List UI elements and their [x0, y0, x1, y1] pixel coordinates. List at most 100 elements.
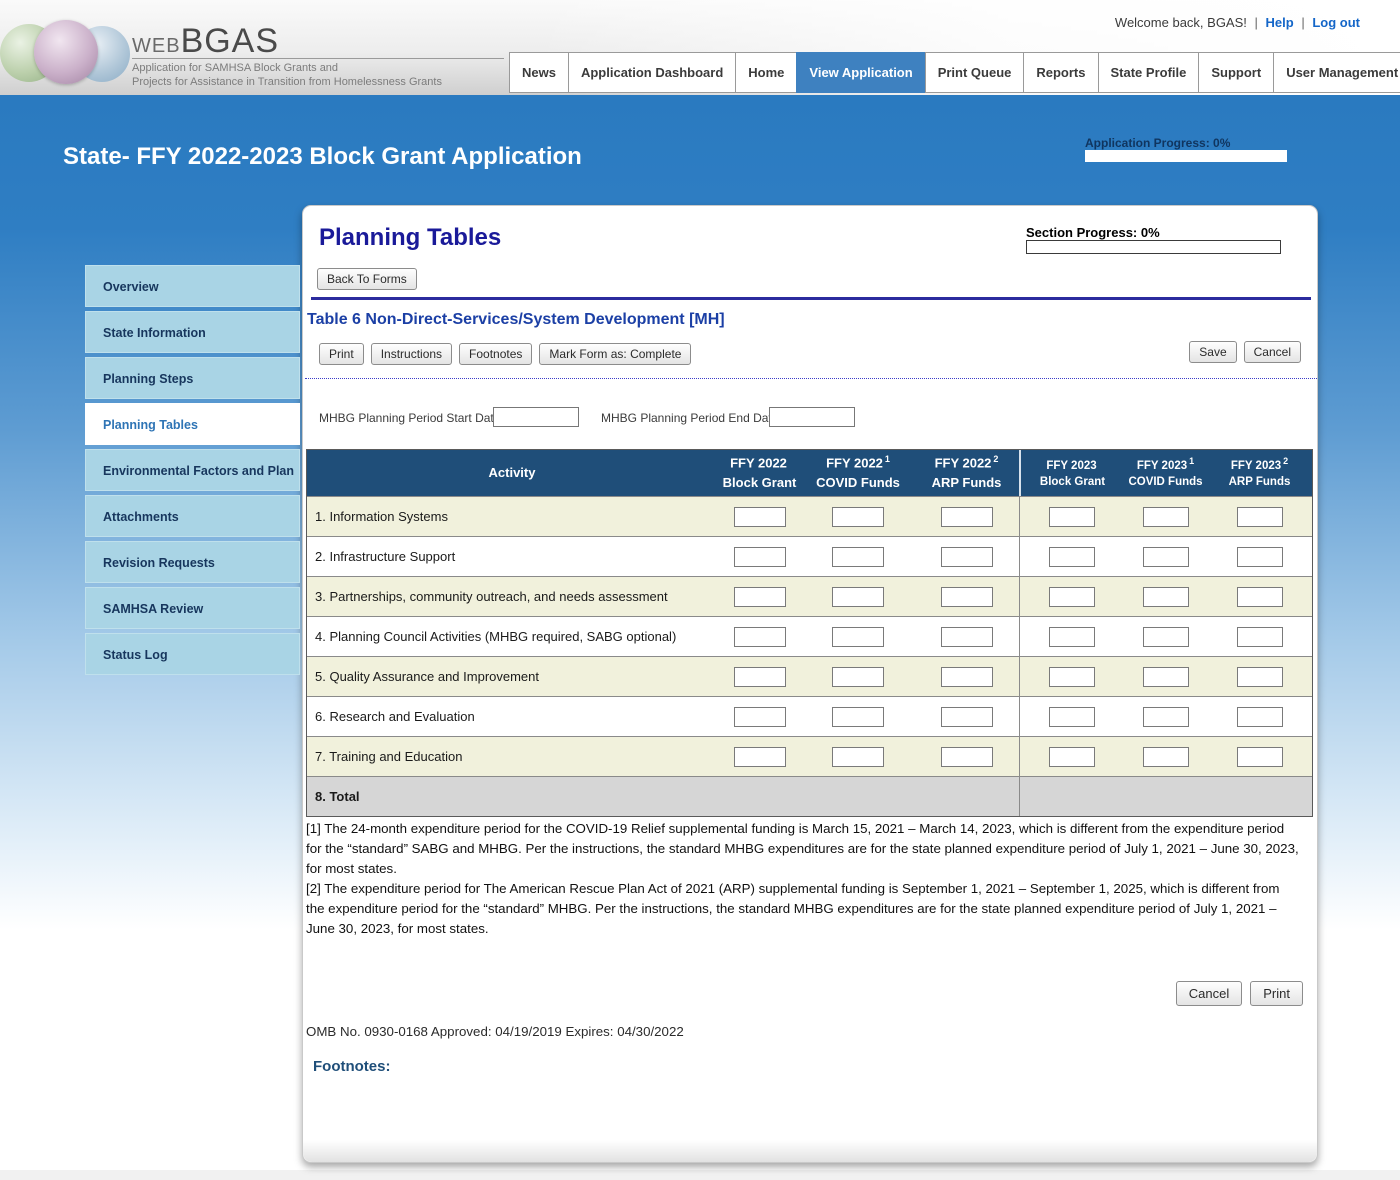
- amount-input[interactable]: [1236, 746, 1283, 767]
- amount-input[interactable]: [733, 546, 786, 567]
- footnotes-button[interactable]: Footnotes: [459, 343, 533, 365]
- amount-input[interactable]: [832, 706, 884, 727]
- amount-input[interactable]: [1142, 626, 1189, 647]
- sidebar-item-overview[interactable]: Overview: [85, 265, 300, 307]
- amount-input[interactable]: [1049, 586, 1095, 607]
- bottom-strip: [0, 1170, 1400, 1180]
- period-end-input[interactable]: [769, 407, 855, 427]
- top-banner: WEBBGAS Application for SAMHSA Block Gra…: [0, 0, 1400, 95]
- footnote-2: [2] The expenditure period for The Ameri…: [306, 881, 1280, 937]
- sidebar-item-state-information[interactable]: State Information: [85, 311, 300, 353]
- total-label: 8. Total: [315, 789, 360, 804]
- sidebar-item-planning-tables[interactable]: Planning Tables: [85, 403, 300, 445]
- amount-input[interactable]: [733, 586, 786, 607]
- nav-item-state-profile[interactable]: State Profile: [1097, 52, 1200, 93]
- logout-link[interactable]: Log out: [1312, 15, 1360, 30]
- save-button[interactable]: Save: [1189, 341, 1237, 363]
- table-row: 2. Infrastructure Support: [307, 536, 1312, 576]
- amount-input[interactable]: [733, 666, 786, 687]
- sidebar-item-status-log[interactable]: Status Log: [85, 633, 300, 675]
- application-progress-bar: [1085, 150, 1287, 162]
- amount-input[interactable]: [940, 746, 993, 767]
- welcome-bar: Welcome back, BGAS! | Help | Log out: [1115, 15, 1360, 30]
- amount-input[interactable]: [1049, 666, 1095, 687]
- amount-input[interactable]: [832, 666, 884, 687]
- sidebar-item-samhsa-review[interactable]: SAMHSA Review: [85, 587, 300, 629]
- logo-tagline-1: Application for SAMHSA Block Grants and: [132, 62, 339, 74]
- amount-input[interactable]: [940, 666, 993, 687]
- bottom-button-row: Cancel Print: [1175, 981, 1303, 1006]
- column-header-ffy2023-covid-funds: FFY 2023 1 COVID Funds: [1128, 455, 1203, 489]
- sidebar-item-planning-steps[interactable]: Planning Steps: [85, 357, 300, 399]
- amount-input[interactable]: [733, 746, 786, 767]
- amount-input[interactable]: [832, 546, 884, 567]
- amount-input[interactable]: [832, 626, 884, 647]
- table-row: 7. Training and Education: [307, 736, 1312, 776]
- amount-input[interactable]: [1142, 546, 1189, 567]
- amount-input[interactable]: [832, 586, 884, 607]
- column-header-ffy2022-arp-funds: FFY 2022 2 ARP Funds: [931, 454, 1002, 490]
- sidebar-item-environmental-factors[interactable]: Environmental Factors and Plan: [85, 449, 300, 491]
- amount-input[interactable]: [1049, 706, 1095, 727]
- amount-input[interactable]: [940, 626, 993, 647]
- planning-period-row: MHBG Planning Period Start Date: MHBG Pl…: [303, 406, 1319, 430]
- nav-item-print-queue[interactable]: Print Queue: [924, 52, 1025, 93]
- amount-input[interactable]: [1142, 506, 1189, 527]
- mark-complete-button[interactable]: Mark Form as: Complete: [539, 343, 692, 365]
- amount-input[interactable]: [1142, 706, 1189, 727]
- nav-item-news[interactable]: News: [509, 52, 569, 93]
- main-navigation: News Application Dashboard Home View App…: [509, 52, 1400, 93]
- amount-input[interactable]: [1049, 506, 1095, 527]
- bottom-cancel-button[interactable]: Cancel: [1175, 981, 1243, 1006]
- activity-label: 1. Information Systems: [315, 509, 448, 524]
- help-link[interactable]: Help: [1265, 15, 1294, 30]
- nav-item-reports[interactable]: Reports: [1023, 52, 1099, 93]
- print-button[interactable]: Print: [319, 343, 364, 365]
- amount-input[interactable]: [733, 506, 786, 527]
- sidebar-item-revision-requests[interactable]: Revision Requests: [85, 541, 300, 583]
- cancel-button[interactable]: Cancel: [1243, 341, 1301, 363]
- amount-input[interactable]: [940, 506, 993, 527]
- bottom-print-button[interactable]: Print: [1250, 981, 1303, 1006]
- amount-input[interactable]: [733, 626, 786, 647]
- nav-item-user-management[interactable]: User Management: [1273, 52, 1400, 93]
- nav-item-home[interactable]: Home: [735, 52, 798, 93]
- period-end-label: MHBG Planning Period End Date:: [601, 411, 782, 425]
- period-start-input[interactable]: [493, 407, 579, 427]
- nav-item-support[interactable]: Support: [1198, 52, 1275, 93]
- nav-item-view-application[interactable]: View Application: [796, 52, 926, 93]
- amount-input[interactable]: [1236, 666, 1283, 687]
- amount-input[interactable]: [1049, 746, 1095, 767]
- amount-input[interactable]: [1236, 706, 1283, 727]
- amount-input[interactable]: [1142, 746, 1189, 767]
- back-to-forms-button[interactable]: Back To Forms: [317, 268, 417, 290]
- amount-input[interactable]: [832, 746, 884, 767]
- separator: |: [1301, 15, 1305, 30]
- footnotes-heading: Footnotes:: [313, 1058, 391, 1075]
- amount-input[interactable]: [1236, 506, 1283, 527]
- amount-input[interactable]: [940, 706, 993, 727]
- amount-input[interactable]: [940, 586, 993, 607]
- amount-input[interactable]: [1236, 626, 1283, 647]
- brand-web: WEB: [132, 35, 181, 57]
- amount-input[interactable]: [1236, 546, 1283, 567]
- activity-label: 5. Quality Assurance and Improvement: [315, 669, 540, 684]
- section-progress-label: Section Progress: 0%: [1026, 225, 1160, 240]
- sidebar-item-attachments[interactable]: Attachments: [85, 495, 300, 537]
- nav-item-application-dashboard[interactable]: Application Dashboard: [567, 52, 737, 93]
- dotted-divider: [305, 378, 1317, 379]
- table-row: 6. Research and Evaluation: [307, 696, 1312, 736]
- amount-input[interactable]: [832, 506, 884, 527]
- amount-input[interactable]: [1142, 666, 1189, 687]
- amount-input[interactable]: [1236, 586, 1283, 607]
- activity-label: 7. Training and Education: [315, 749, 463, 764]
- amount-input[interactable]: [940, 546, 993, 567]
- amount-input[interactable]: [1049, 546, 1095, 567]
- amount-input[interactable]: [1049, 626, 1095, 647]
- amount-input[interactable]: [733, 706, 786, 727]
- column-header-activity: Activity: [488, 464, 536, 480]
- column-header-ffy2022-block-grant: FFY 2022 Block Grant: [722, 455, 797, 490]
- period-start-label: MHBG Planning Period Start Date:: [319, 411, 504, 425]
- instructions-button[interactable]: Instructions: [370, 343, 453, 365]
- amount-input[interactable]: [1142, 586, 1189, 607]
